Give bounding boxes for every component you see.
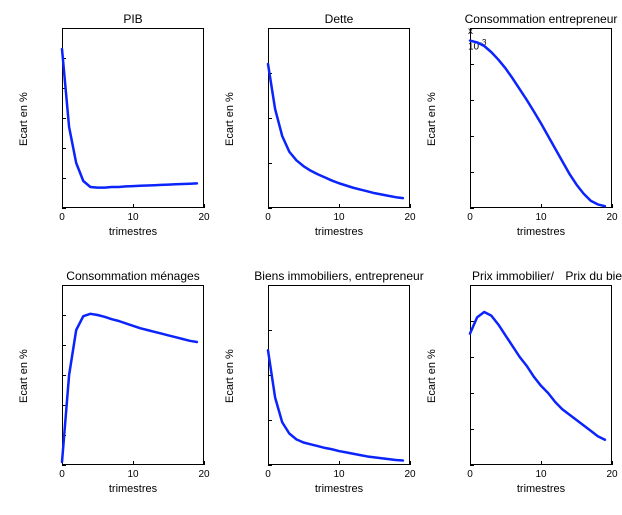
x-tick-label: 20 [606,469,617,480]
x-tick-mark [410,461,411,465]
series-line [268,285,410,465]
y-tick-mark [470,208,474,209]
y-tick-mark [268,208,272,209]
series-line [470,28,612,208]
y-axis-label: Ecart en % [224,92,236,146]
x-tick-label: 20 [404,469,415,480]
panel-title-2: Prix du bien [565,269,622,283]
x-tick-label: 10 [127,469,138,480]
x-tick-label: 20 [404,212,415,223]
y-axis-label: Ecart en % [18,92,30,146]
x-tick-label: 10 [333,212,344,223]
y-axis-label: Ecart en % [426,92,438,146]
x-tick-label: 0 [467,212,473,223]
x-tick-label: 0 [265,212,271,223]
x-tick-mark [612,461,613,465]
x-tick-label: 20 [198,212,209,223]
y-axis-label: Ecart en % [426,349,438,403]
x-tick-label: 0 [59,212,65,223]
series-line [470,285,612,465]
series-line [268,28,410,208]
x-axis-label: trimestres [517,483,565,495]
y-axis-label: Ecart en % [18,349,30,403]
panel-title: Prix immobilier/ [472,269,554,283]
x-tick-label: 10 [535,212,546,223]
y-axis-label: Ecart en % [224,349,236,403]
x-tick-label: 0 [467,469,473,480]
x-axis-label: trimestres [109,226,157,238]
panel-title: Consommation ménages [66,269,199,283]
x-tick-mark [612,204,613,208]
series-line [62,28,204,208]
panel-title: PIB [123,12,142,26]
x-tick-label: 20 [606,212,617,223]
y-tick-mark [470,465,474,466]
x-tick-label: 10 [333,469,344,480]
x-tick-mark [204,461,205,465]
y-tick-mark [268,465,272,466]
series-line [62,285,204,465]
x-axis-label: trimestres [109,483,157,495]
x-tick-label: 10 [535,469,546,480]
x-tick-label: 20 [198,469,209,480]
x-tick-label: 0 [265,469,271,480]
x-axis-label: trimestres [517,226,565,238]
panel-title: Dette [325,12,354,26]
x-axis-label: trimestres [315,226,363,238]
x-tick-mark [204,204,205,208]
panel-title: Biens immobiliers, entrepreneur [254,269,423,283]
x-tick-label: 10 [127,212,138,223]
x-tick-label: 0 [59,469,65,480]
panel-title: Consommation entrepreneur [465,12,618,26]
y-tick-mark [62,465,66,466]
x-axis-label: trimestres [315,483,363,495]
x-tick-mark [410,204,411,208]
y-tick-mark [62,208,66,209]
